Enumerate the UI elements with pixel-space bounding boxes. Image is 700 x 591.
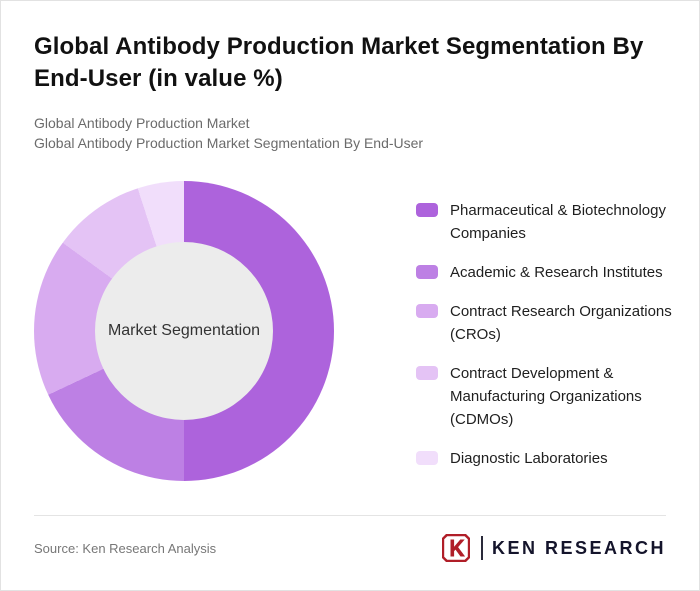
legend-label: Pharmaceutical & Biotechnology Companies xyxy=(450,202,666,242)
legend-label: Diagnostic Laboratories xyxy=(450,450,608,467)
legend-swatch xyxy=(416,265,438,279)
source-text: Source: Ken Research Analysis xyxy=(34,540,217,556)
legend-label: Academic & Research Institutes xyxy=(450,264,663,281)
ken-research-logo: KEN RESEARCH xyxy=(440,532,666,564)
donut-chart-area: Market Segmentation xyxy=(34,181,334,481)
logo-k-icon xyxy=(441,534,470,562)
legend-item: Diagnostic Laboratories xyxy=(416,447,678,470)
donut-chart: Market Segmentation xyxy=(34,181,334,481)
legend-swatch xyxy=(416,203,438,217)
legend-swatch xyxy=(416,304,438,318)
logo-text: KEN RESEARCH xyxy=(491,537,666,558)
donut-center-label: Market Segmentation xyxy=(107,322,261,339)
subtitle-block: Global Antibody Production Market Global… xyxy=(34,113,423,153)
legend-label: Contract Research Organizations (CROs) xyxy=(450,303,672,343)
logo-separator xyxy=(480,536,483,560)
legend-label: Contract Development & Manufacturing Org… xyxy=(450,365,642,428)
chart-legend: Pharmaceutical & Biotechnology Companies… xyxy=(416,199,678,486)
legend-item: Contract Research Organizations (CROs) xyxy=(416,300,678,346)
legend-item: Contract Development & Manufacturing Org… xyxy=(416,362,678,431)
subtitle-line-1: Global Antibody Production Market xyxy=(34,115,250,131)
page-title: Global Antibody Production Market Segmen… xyxy=(34,33,644,92)
legend-swatch xyxy=(416,366,438,380)
legend-item: Academic & Research Institutes xyxy=(416,261,678,284)
donut-hole: Market Segmentation xyxy=(95,242,273,420)
legend-swatch xyxy=(416,451,438,465)
legend-item: Pharmaceutical & Biotechnology Companies xyxy=(416,199,678,245)
footer: Source: Ken Research Analysis KEN RESEAR… xyxy=(34,515,666,564)
subtitle-line-2: Global Antibody Production Market Segmen… xyxy=(34,135,424,151)
